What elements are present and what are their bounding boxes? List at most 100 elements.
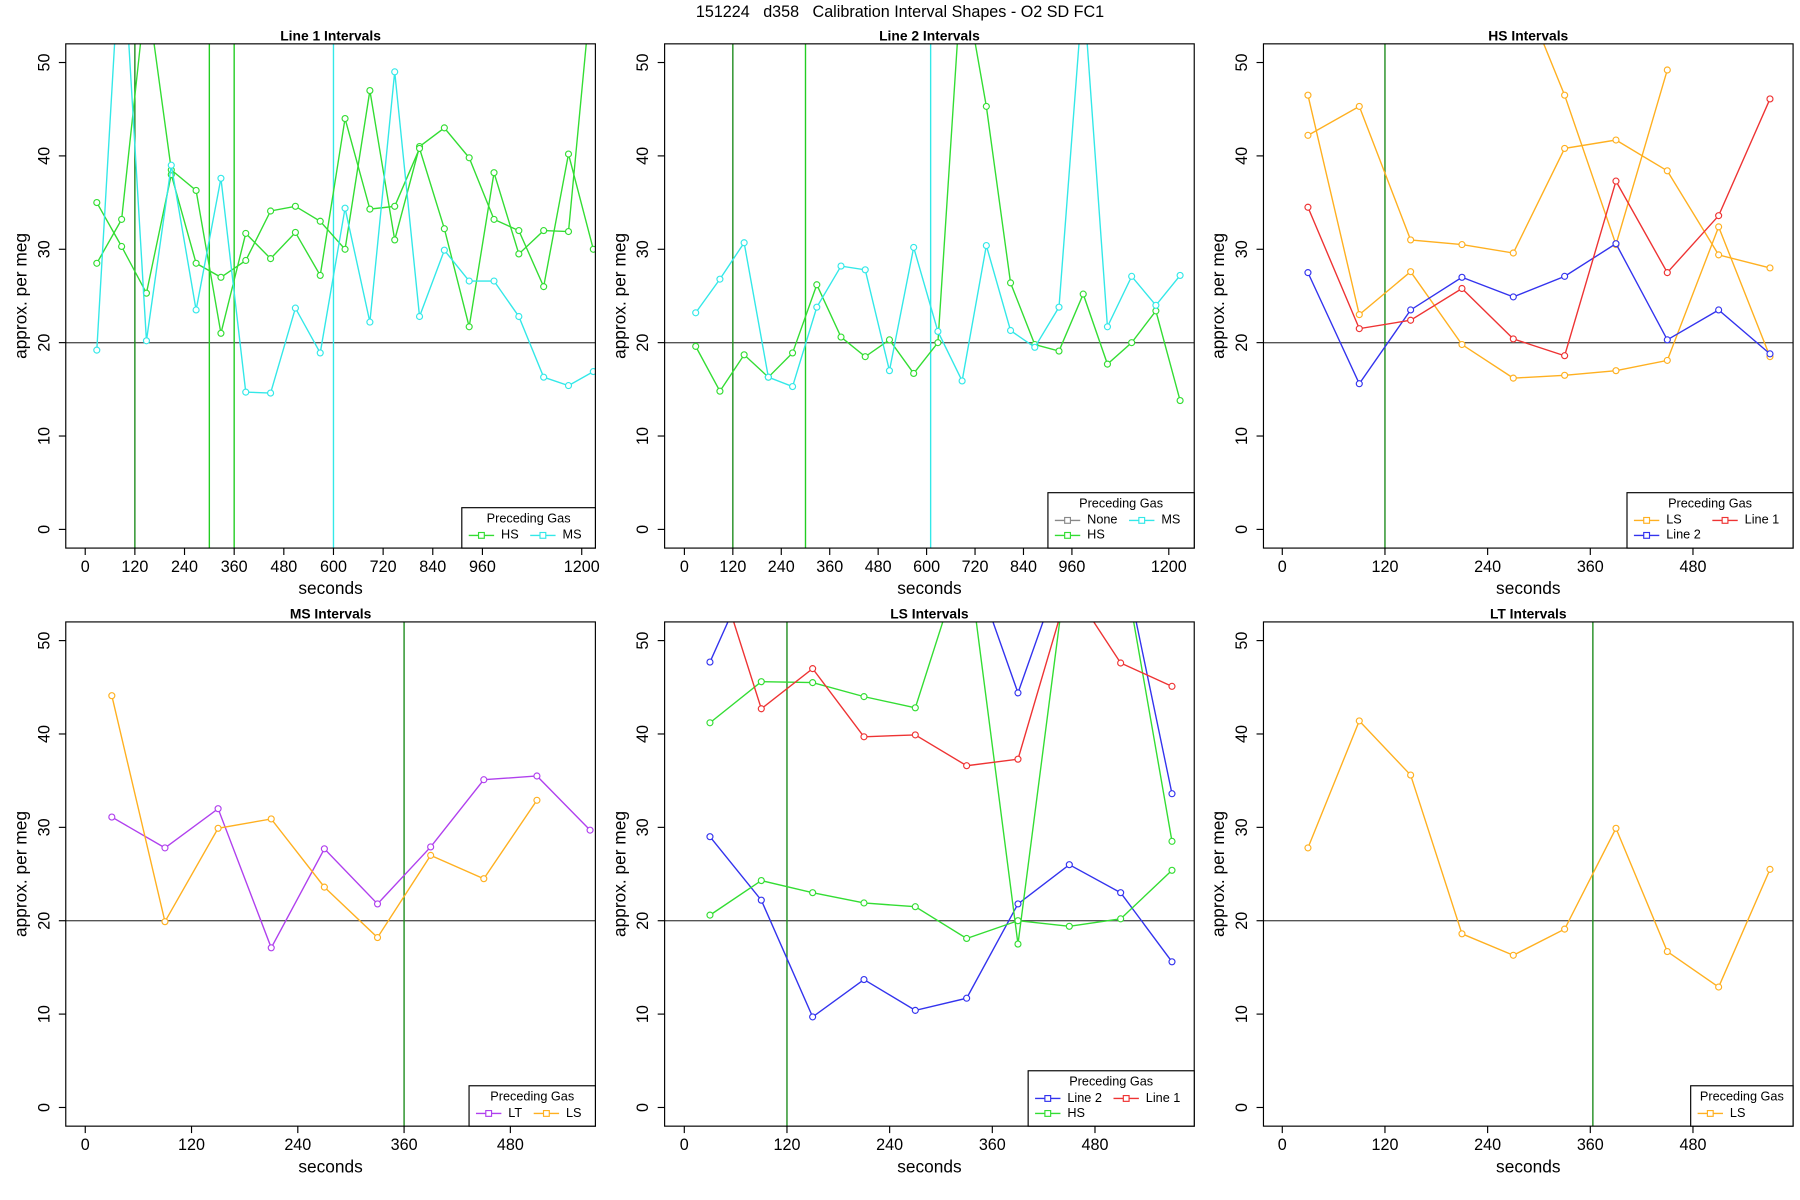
legend-title: Preceding Gas xyxy=(1079,497,1163,511)
y-axis-label: approx. per meg xyxy=(609,233,629,359)
legend-item: LS xyxy=(533,1106,582,1120)
data-point xyxy=(934,327,942,336)
data-point xyxy=(533,772,541,780)
data-point xyxy=(391,236,399,244)
data-point xyxy=(1117,659,1125,667)
data-point xyxy=(860,733,868,741)
data-point xyxy=(707,544,713,550)
plot-lines xyxy=(1304,43,1774,388)
data-point xyxy=(480,875,488,883)
y-tick-label: 0 xyxy=(35,525,53,534)
data-point xyxy=(267,815,275,823)
series-line xyxy=(1307,105,1771,269)
x-tick-label: 840 xyxy=(1010,558,1037,576)
data-point xyxy=(1355,380,1363,388)
y-tick-label: 40 xyxy=(35,147,53,165)
data-point xyxy=(1304,844,1312,852)
x-tick-label: 120 xyxy=(1371,1136,1398,1154)
data-point xyxy=(809,889,817,897)
x-tick-label: 360 xyxy=(1577,558,1604,576)
data-point xyxy=(391,68,399,76)
data-point xyxy=(1561,272,1569,280)
legend-marker xyxy=(542,1109,550,1117)
data-point xyxy=(861,544,867,550)
series-line xyxy=(709,621,1173,945)
data-point xyxy=(540,373,548,381)
x-tick-label: 0 xyxy=(680,1136,689,1154)
data-point xyxy=(217,273,225,281)
data-point xyxy=(716,275,724,283)
data-point xyxy=(1055,347,1063,355)
data-point xyxy=(1407,771,1415,779)
data-point xyxy=(885,336,894,344)
data-point xyxy=(706,719,714,727)
x-tick-label: 360 xyxy=(1577,1136,1604,1154)
data-point xyxy=(1355,325,1363,333)
data-point xyxy=(1128,272,1136,280)
y-tick-label: 10 xyxy=(634,1005,652,1023)
data-point xyxy=(1065,861,1073,869)
panel: LS Intervals seconds approx. per meg 0 10 20 3… xyxy=(609,544,1195,1176)
data-point xyxy=(860,975,868,984)
data-point xyxy=(217,329,225,337)
data-point xyxy=(1663,336,1671,344)
y-tick-label: 30 xyxy=(634,240,652,258)
legend-label: MS xyxy=(563,528,582,542)
x-tick-label: 480 xyxy=(497,1136,524,1154)
x-tick-label: 480 xyxy=(1680,1136,1707,1154)
y-tick-label: 20 xyxy=(1233,912,1251,930)
data-point xyxy=(1065,922,1073,930)
legend-title: Preceding Gas xyxy=(1700,1090,1784,1104)
legend-label: HS xyxy=(501,528,519,542)
x-tick-label: 0 xyxy=(1278,1136,1287,1154)
legend-marker xyxy=(1721,516,1729,524)
data-point xyxy=(1355,311,1363,319)
data-point xyxy=(589,368,596,376)
data-point xyxy=(1612,824,1620,832)
data-point xyxy=(1663,167,1671,175)
data-point xyxy=(1715,223,1723,231)
y-tick-label: 20 xyxy=(35,912,53,930)
data-point xyxy=(716,387,724,395)
legend-title: Preceding Gas xyxy=(490,1090,574,1104)
data-point xyxy=(1407,236,1415,244)
y-tick-label: 10 xyxy=(35,427,53,445)
legend-item: LS xyxy=(1697,1106,1745,1120)
data-point xyxy=(589,245,596,253)
legend-marker xyxy=(1643,516,1651,524)
panel: Line 1 Intervals seconds approx. per meg 0 1… xyxy=(10,28,599,599)
data-point xyxy=(764,373,772,381)
data-point xyxy=(1103,360,1112,368)
y-tick-label: 20 xyxy=(1233,334,1251,352)
data-point xyxy=(963,934,971,943)
data-point xyxy=(586,826,594,834)
y-axis-label: approx. per meg xyxy=(609,811,629,937)
panel-title: HS Intervals xyxy=(1488,28,1568,44)
data-point xyxy=(366,86,374,95)
x-tick-label: 120 xyxy=(1371,558,1398,576)
data-point xyxy=(692,342,700,350)
data-point xyxy=(1663,66,1671,74)
x-tick-label: 360 xyxy=(391,1136,418,1154)
legend-marker xyxy=(539,531,547,539)
data-point xyxy=(320,883,328,891)
data-point xyxy=(1715,251,1723,259)
data-point xyxy=(316,217,324,225)
legend-box xyxy=(1690,1085,1794,1127)
x-tick-label: 360 xyxy=(979,1136,1006,1154)
legend: Preceding Gas HS MS xyxy=(461,507,596,549)
data-point xyxy=(1663,356,1671,364)
y-tick-label: 0 xyxy=(634,1103,652,1112)
x-axis-label: seconds xyxy=(298,578,363,598)
data-point xyxy=(490,277,498,285)
plot-lines xyxy=(93,43,596,397)
legend-label: HS xyxy=(1087,528,1105,542)
x-tick-label: 720 xyxy=(962,558,989,576)
data-point xyxy=(1014,755,1022,763)
legend-item: MS xyxy=(530,528,582,542)
legend: Preceding Gas LT LS xyxy=(468,1085,596,1127)
data-point xyxy=(540,227,548,235)
x-tick-label: 0 xyxy=(81,1136,90,1154)
data-point xyxy=(217,174,225,182)
